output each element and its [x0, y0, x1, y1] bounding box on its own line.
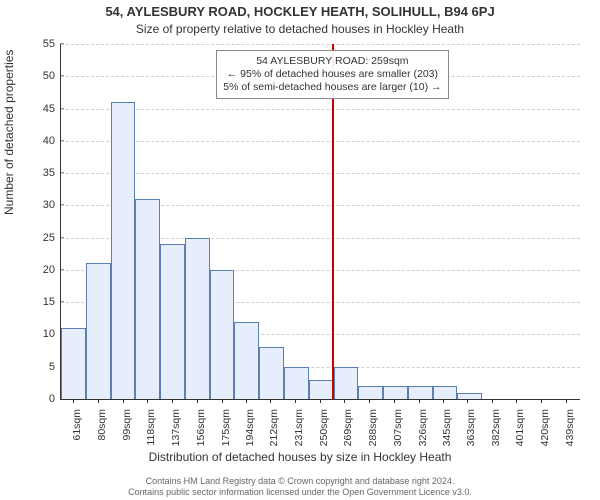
- chart-subtitle: Size of property relative to detached ho…: [0, 22, 600, 36]
- x-axis-label: Distribution of detached houses by size …: [0, 450, 600, 464]
- y-tick-label: 40: [0, 135, 55, 147]
- x-tick-mark: [147, 399, 148, 403]
- gridline: [61, 109, 580, 110]
- x-tick-label: 326sqm: [417, 409, 429, 446]
- x-tick-label: 231sqm: [293, 409, 305, 446]
- x-tick-mark: [541, 399, 542, 403]
- y-tick-label: 45: [0, 103, 55, 115]
- footer-line-1: Contains HM Land Registry data © Crown c…: [0, 476, 600, 487]
- histogram-bar: [383, 386, 408, 399]
- x-tick-mark: [98, 399, 99, 403]
- x-tick-mark: [566, 399, 567, 403]
- x-tick-mark: [172, 399, 173, 403]
- histogram-bar: [358, 386, 383, 399]
- x-tick-mark: [443, 399, 444, 403]
- histogram-bar: [111, 102, 136, 399]
- gridline: [61, 173, 580, 174]
- y-tick-label: 5: [0, 361, 55, 373]
- x-tick-label: 269sqm: [342, 409, 354, 446]
- gridline: [61, 141, 580, 142]
- y-tick-label: 30: [0, 199, 55, 211]
- x-tick-label: 61sqm: [71, 409, 83, 441]
- x-tick-label: 420sqm: [539, 409, 551, 446]
- x-tick-mark: [467, 399, 468, 403]
- x-tick-label: 80sqm: [96, 409, 108, 441]
- x-tick-label: 137sqm: [170, 409, 182, 446]
- y-tick-label: 15: [0, 296, 55, 308]
- x-tick-mark: [492, 399, 493, 403]
- histogram-bar: [284, 367, 309, 399]
- histogram-bar: [309, 380, 334, 399]
- x-tick-label: 363sqm: [465, 409, 477, 446]
- y-tick-label: 35: [0, 167, 55, 179]
- histogram-bar: [61, 328, 86, 399]
- y-tick-label: 10: [0, 328, 55, 340]
- histogram-bar: [160, 244, 185, 399]
- x-tick-mark: [246, 399, 247, 403]
- x-tick-label: 175sqm: [220, 409, 232, 446]
- gridline: [61, 44, 580, 45]
- x-tick-mark: [197, 399, 198, 403]
- annotation-box: 54 AYLESBURY ROAD: 259sqm ← 95% of detac…: [216, 50, 448, 99]
- x-tick-mark: [419, 399, 420, 403]
- x-tick-label: 382sqm: [490, 409, 502, 446]
- y-tick-label: 25: [0, 232, 55, 244]
- x-tick-label: 194sqm: [244, 409, 256, 446]
- x-tick-mark: [73, 399, 74, 403]
- y-tick-label: 50: [0, 70, 55, 82]
- y-tick-label: 0: [0, 393, 55, 405]
- x-tick-label: 212sqm: [268, 409, 280, 446]
- x-tick-label: 156sqm: [195, 409, 207, 446]
- x-tick-mark: [222, 399, 223, 403]
- histogram-bar: [135, 199, 160, 399]
- x-tick-label: 250sqm: [318, 409, 330, 446]
- x-tick-label: 439sqm: [564, 409, 576, 446]
- annotation-line-1: 54 AYLESBURY ROAD: 259sqm: [223, 55, 441, 68]
- x-tick-mark: [516, 399, 517, 403]
- histogram-bar: [433, 386, 458, 399]
- x-tick-label: 401sqm: [514, 409, 526, 446]
- y-tick-label: 20: [0, 264, 55, 276]
- x-tick-mark: [295, 399, 296, 403]
- x-tick-mark: [123, 399, 124, 403]
- chart-container: 54, AYLESBURY ROAD, HOCKLEY HEATH, SOLIH…: [0, 0, 600, 500]
- x-tick-mark: [369, 399, 370, 403]
- annotation-line-3: 5% of semi-detached houses are larger (1…: [223, 81, 441, 94]
- x-tick-label: 307sqm: [392, 409, 404, 446]
- x-tick-mark: [344, 399, 345, 403]
- histogram-bar: [86, 263, 111, 399]
- histogram-bar: [210, 270, 235, 399]
- x-tick-mark: [394, 399, 395, 403]
- histogram-bar: [185, 238, 210, 399]
- x-tick-label: 288sqm: [367, 409, 379, 446]
- y-tick-label: 55: [0, 38, 55, 50]
- histogram-bar: [334, 367, 359, 399]
- histogram-bar: [457, 393, 482, 399]
- x-tick-mark: [270, 399, 271, 403]
- chart-supertitle: 54, AYLESBURY ROAD, HOCKLEY HEATH, SOLIH…: [0, 4, 600, 19]
- x-tick-label: 118sqm: [145, 409, 157, 446]
- histogram-bar: [259, 347, 284, 399]
- annotation-line-2: ← 95% of detached houses are smaller (20…: [223, 68, 441, 81]
- x-tick-mark: [320, 399, 321, 403]
- histogram-bar: [408, 386, 433, 399]
- histogram-bar: [234, 322, 259, 399]
- x-tick-label: 99sqm: [121, 409, 133, 441]
- x-tick-label: 345sqm: [441, 409, 453, 446]
- footer-attribution: Contains HM Land Registry data © Crown c…: [0, 476, 600, 498]
- footer-line-2: Contains public sector information licen…: [0, 487, 600, 498]
- plot-area: 54 AYLESBURY ROAD: 259sqm ← 95% of detac…: [60, 44, 580, 400]
